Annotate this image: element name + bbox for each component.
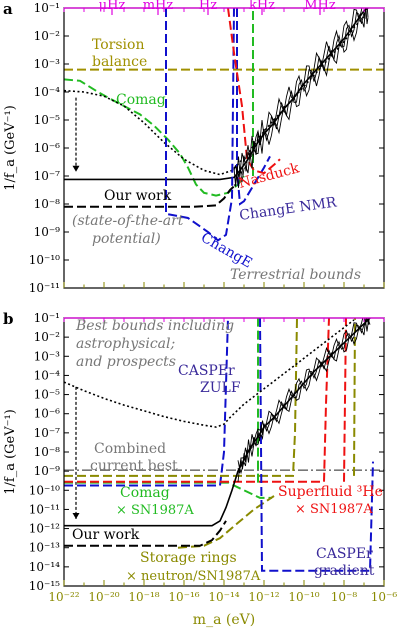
annotation-best3: and prospects: [76, 354, 176, 370]
annotation-best2: astrophysical;: [76, 336, 175, 352]
y-tick-label: 10⁻¹⁵: [29, 579, 60, 593]
annotation-comag: Comag: [120, 485, 170, 501]
top-tick-label: mHz: [143, 0, 174, 13]
y-axis-label: 1/f_a (GeV⁻¹): [3, 105, 18, 191]
series-grad: [259, 318, 374, 572]
x-tick-label: 10⁻⁸: [331, 590, 358, 604]
annotation-ourwork: Our work: [104, 188, 172, 204]
x-tick-label: 10⁻²⁰: [88, 590, 119, 604]
y-tick-label: 10⁻¹³: [29, 541, 60, 555]
series-nasduck: [227, 8, 281, 175]
series-storage_right: [353, 318, 356, 476]
series-our-work-noise-0: [233, 9, 369, 188]
y-tick-label: 10⁻¹: [34, 1, 60, 15]
series-group: [64, 8, 384, 242]
y-tick-label: 10⁻¹: [34, 311, 60, 325]
x-tick-label: 10⁻¹⁴: [208, 590, 239, 604]
annotation-sr2: × neutron/SN1987A: [126, 569, 261, 584]
series-change: [165, 8, 235, 242]
series-our_work_solid: [64, 8, 369, 181]
annotation-change: ChangE: [198, 230, 255, 272]
x-tick-label: 10⁻¹⁸: [128, 590, 159, 604]
y-tick-label: 10⁻³: [34, 349, 61, 363]
top-tick-label: Hz: [199, 0, 217, 13]
y-tick-label: 10⁻¹²: [29, 522, 60, 536]
annotation-he3: Superfluid ³He: [278, 484, 383, 500]
series-black_dotted: [64, 319, 355, 428]
annotation-he3_sn: × SN1987A: [295, 502, 373, 517]
y-tick-label: 10⁻²: [34, 330, 61, 344]
top-tick-label: kHz: [249, 0, 275, 13]
series-comag: [64, 78, 245, 197]
series-our-work-noise-2: [233, 8, 367, 174]
y-tick-label: 10⁻⁸: [34, 197, 61, 211]
y-tick-label: 10⁻¹⁰: [29, 253, 60, 267]
y-tick-label: 10⁻⁷: [34, 426, 61, 440]
annotation-torsion1: Torsion: [92, 37, 144, 53]
y-tick-label: 10⁻¹¹: [29, 281, 60, 295]
panel-label: b: [3, 310, 14, 328]
y-tick-label: 10⁻⁵: [34, 388, 61, 402]
improvement-arrow-head: [72, 513, 80, 519]
annotation-ourwork: Our work: [72, 527, 140, 543]
y-tick-label: 10⁻⁷: [34, 169, 61, 183]
y-tick-label: 10⁻³: [34, 57, 61, 71]
series-our_work_dashed: [64, 183, 237, 208]
y-tick-label: 10⁻⁶: [34, 141, 61, 155]
panel-label: a: [3, 0, 13, 18]
y-tick-label: 10⁻⁴: [34, 368, 61, 382]
y-tick-label: 10⁻⁵: [34, 113, 61, 127]
x-tick-label: 10⁻⁶: [371, 590, 398, 604]
annotation-changenmr: ChangE NMR: [238, 194, 338, 224]
y-tick-label: 10⁻⁹: [34, 464, 61, 478]
annotation-torsion2: balance: [92, 54, 147, 70]
annotation-sota2: potential): [92, 231, 161, 247]
series-our-work-noise-2: [237, 318, 370, 469]
annotation-terrestrial: Terrestrial bounds: [230, 267, 361, 283]
series-group: [64, 318, 384, 572]
y-tick-label: 10⁻¹¹: [29, 502, 60, 516]
x-tick-label: 10⁻²²: [48, 590, 79, 604]
panel-a: 10⁻¹¹ 10⁻¹⁰ 10⁻⁹ 10⁻⁸ 10⁻⁷ 10⁻⁶ 10⁻⁵ 10⁻⁴ 10⁻³ 10…: [3, 0, 385, 295]
y-tick-label: 10⁻⁴: [34, 85, 61, 99]
improvement-arrow-head: [72, 165, 80, 172]
top-tick-label: μHz: [99, 0, 126, 13]
annotation-zulf2: ZULF: [200, 380, 241, 396]
x-tick-label: 10⁻¹⁰: [288, 590, 319, 604]
annotation-best1: Best bounds including: [75, 318, 234, 334]
y-axis-label: 1/f_a (GeV⁻¹): [3, 409, 18, 495]
series-our-work-noise-1: [233, 8, 369, 185]
annotation-sota1: (state-of-the-art: [72, 213, 184, 229]
panel-b: 10⁻¹⁵ 10⁻¹⁴ 10⁻¹³ 10⁻¹² 10⁻¹¹ 10⁻¹⁰ 10⁻⁹ 10⁻⁸ 10…: [3, 310, 397, 628]
y-tick-label: 10⁻⁹: [34, 225, 61, 239]
top-tick-label: MHz: [304, 0, 336, 13]
y-tick-label: 10⁻⁶: [34, 407, 61, 421]
annotation-comb2: current best: [90, 458, 178, 474]
x-tick-label: 10⁻¹⁶: [168, 590, 199, 604]
series-storage: [64, 318, 298, 477]
annotation-grad2: gradient: [314, 563, 375, 579]
y-tick-label: 10⁻²: [34, 29, 61, 43]
x-axis-label: m_a (eV): [193, 612, 255, 628]
annotation-grad1: CASPEr: [316, 546, 373, 562]
x-tick-label: 10⁻¹²: [248, 590, 279, 604]
annotation-comag_sn: × SN1987A: [116, 503, 194, 518]
series-our_work_dashed: [64, 520, 227, 547]
annotation-comb1: Combined: [94, 441, 166, 457]
annotation-sr1: Storage rings: [140, 550, 237, 566]
y-tick-label: 10⁻¹⁰: [29, 483, 60, 497]
y-tick-label: 10⁻¹⁴: [29, 560, 60, 574]
y-tick-label: 10⁻⁸: [34, 445, 61, 459]
series-our-work-noise-1: [237, 318, 370, 474]
annotation-zulf1: CASPEr: [178, 363, 235, 379]
series-he3_right: [343, 318, 347, 482]
series-zulf: [64, 318, 229, 487]
annotation-comag: Comag: [116, 92, 166, 108]
series-he3: [64, 318, 330, 483]
